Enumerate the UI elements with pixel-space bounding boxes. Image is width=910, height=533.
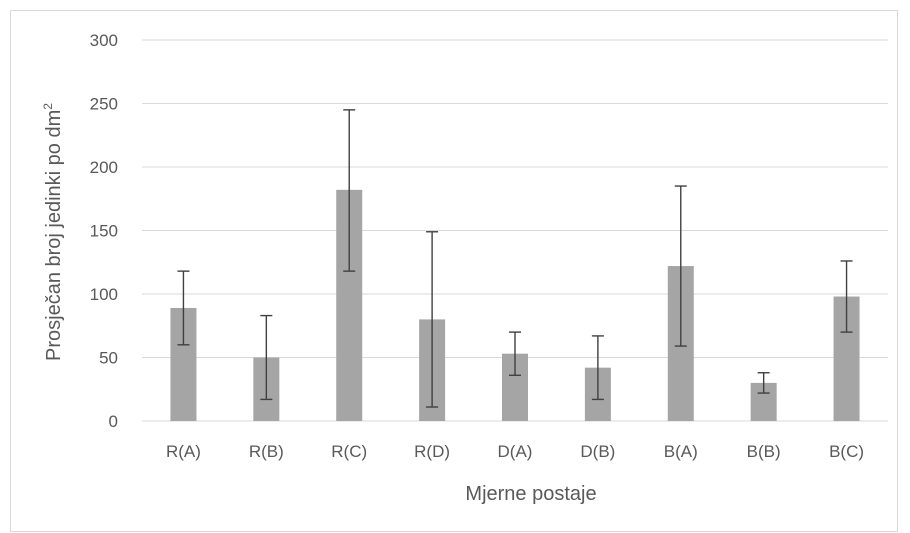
x-tick-label: D(B) [580,442,615,461]
error-bar-R(C) [343,109,356,272]
x-axis-title: Mjerne postaje [465,483,596,505]
error-bar-D(A) [509,331,521,376]
y-tick-label: 0 [109,412,118,431]
x-tick-label: B(B) [747,442,781,461]
y-axis-title: Prosječan broj jedinki po dm2 [41,103,65,361]
y-axis-title-superscript: 2 [41,103,55,110]
y-tick-label: 300 [90,31,118,50]
x-tick-label: R(C) [331,442,367,461]
error-bar-R(A) [177,270,190,346]
y-axis-title-text: Prosječan broj jedinki po dm [43,110,65,361]
y-tick-labels: 0 50 100 150 200 250 300 [90,31,118,431]
error-bar-R(D) [426,231,439,408]
y-tick-label: 200 [90,158,118,177]
x-tick-label: R(B) [249,442,284,461]
error-bars [177,109,853,408]
x-tick-label: R(D) [414,442,450,461]
x-tick-labels: R(A) R(B) R(C) R(D) D(A) D(B) B(A) B(B) B(C) [166,442,864,461]
chart-frame [10,10,898,532]
x-tick-label: B(C) [829,442,864,461]
y-tick-label: 50 [99,349,118,368]
error-bar-B(C) [840,260,853,333]
error-bar-R(B) [260,314,273,401]
y-tick-label: 250 [90,95,118,114]
error-bar-D(B) [591,335,604,401]
x-tick-label: R(A) [166,442,201,461]
y-tick-label: 150 [90,222,118,241]
bars [170,189,860,421]
error-bar-B(B) [757,372,770,394]
y-tick-label: 100 [90,285,118,304]
x-tick-label: B(A) [664,442,698,461]
x-tick-label: D(A) [498,442,533,461]
error-bar-B(A) [674,185,687,347]
